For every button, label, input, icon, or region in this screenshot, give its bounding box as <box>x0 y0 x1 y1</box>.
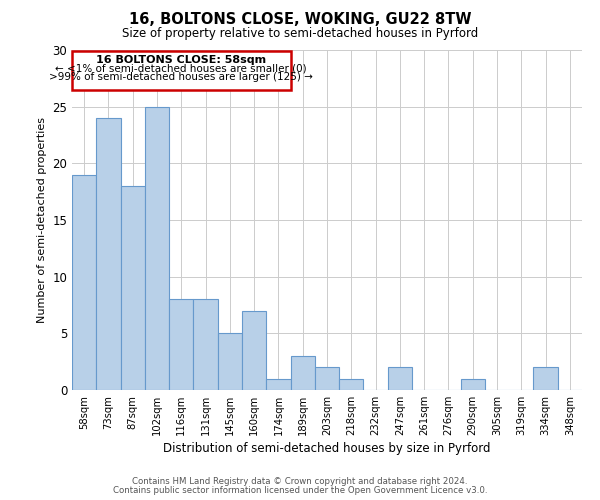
X-axis label: Distribution of semi-detached houses by size in Pyrford: Distribution of semi-detached houses by … <box>163 442 491 455</box>
Text: 16 BOLTONS CLOSE: 58sqm: 16 BOLTONS CLOSE: 58sqm <box>96 54 266 64</box>
Bar <box>169 300 193 390</box>
Bar <box>72 51 290 90</box>
Bar <box>218 334 242 390</box>
Bar <box>388 368 412 390</box>
Text: Contains HM Land Registry data © Crown copyright and database right 2024.: Contains HM Land Registry data © Crown c… <box>132 477 468 486</box>
Text: Contains public sector information licensed under the Open Government Licence v3: Contains public sector information licen… <box>113 486 487 495</box>
Bar <box>193 300 218 390</box>
Bar <box>96 118 121 390</box>
Bar <box>533 368 558 390</box>
Y-axis label: Number of semi-detached properties: Number of semi-detached properties <box>37 117 47 323</box>
Text: 16, BOLTONS CLOSE, WOKING, GU22 8TW: 16, BOLTONS CLOSE, WOKING, GU22 8TW <box>129 12 471 28</box>
Text: ← <1% of semi-detached houses are smaller (0): ← <1% of semi-detached houses are smalle… <box>55 64 307 74</box>
Bar <box>266 378 290 390</box>
Bar <box>339 378 364 390</box>
Text: Size of property relative to semi-detached houses in Pyrford: Size of property relative to semi-detach… <box>122 28 478 40</box>
Bar <box>145 106 169 390</box>
Bar <box>290 356 315 390</box>
Text: >99% of semi-detached houses are larger (125) →: >99% of semi-detached houses are larger … <box>49 72 313 82</box>
Bar <box>461 378 485 390</box>
Bar <box>315 368 339 390</box>
Bar <box>242 310 266 390</box>
Bar <box>72 174 96 390</box>
Bar <box>121 186 145 390</box>
